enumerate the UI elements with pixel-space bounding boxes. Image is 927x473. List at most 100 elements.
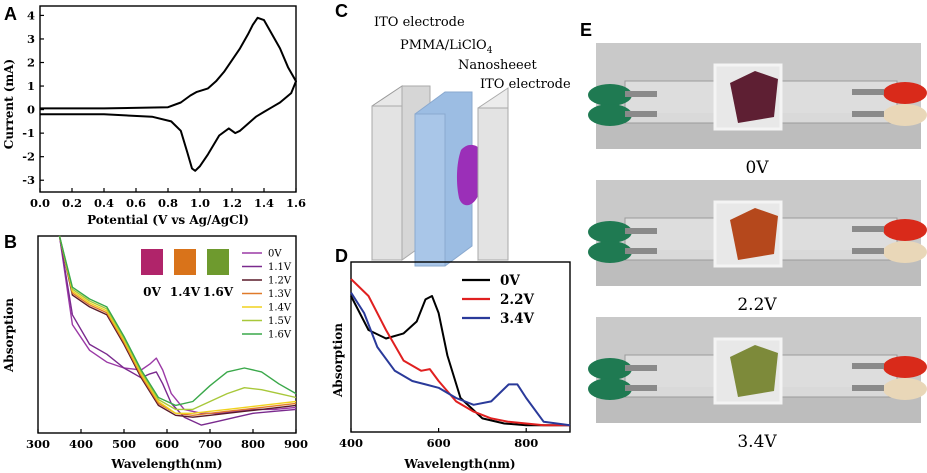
x-tick-label: 600	[155, 437, 179, 451]
series-line-CV	[40, 16, 297, 172]
clip-wire	[852, 363, 884, 369]
electrolyte-front	[414, 113, 446, 267]
photo-voltage-label: 3.4V	[737, 432, 777, 452]
electrochromic-film	[730, 71, 778, 123]
inset-film-label: 0V	[143, 285, 161, 299]
photo-voltage-label: 0V	[745, 158, 769, 178]
clip-green-bottom	[588, 378, 632, 400]
clip-wire	[852, 226, 884, 232]
legend-label: 1.3V	[268, 289, 292, 300]
device-photo	[588, 317, 927, 423]
device-diagram: ITO electrode PMMA/LiClO4 Nanosheeet ITO…	[371, 15, 571, 267]
clip-wire	[852, 385, 884, 391]
clip-cream	[883, 104, 927, 126]
inset-film-swatch	[207, 249, 229, 275]
inset-film-swatch	[174, 249, 196, 275]
x-tick-label: 0.6	[126, 196, 146, 210]
clip-wire	[852, 111, 884, 117]
legend-label: 1.4V	[268, 303, 292, 314]
device-photo	[588, 43, 927, 149]
ito-electrode-right	[477, 107, 509, 261]
electrochromic-film	[730, 345, 778, 397]
diagram-label-pmma: PMMA/LiClO4	[400, 38, 493, 56]
clip-cream	[883, 241, 927, 263]
clip-red	[883, 219, 927, 241]
inset-film-swatch	[141, 249, 163, 275]
clip-red	[883, 82, 927, 104]
panel-letter-a: A	[4, 4, 17, 24]
chart-a-ylabel: Current (mA)	[2, 59, 16, 149]
chart-a-xlabel: Potential (V vs Ag/AgCl)	[87, 213, 249, 227]
clip-green-top	[588, 358, 632, 380]
series-line-1-4V	[58, 235, 297, 414]
clip-wire	[625, 111, 657, 117]
x-tick-label: 0.8	[158, 196, 178, 210]
legend-label: 1.6V	[268, 330, 292, 341]
clip-cream	[883, 378, 927, 400]
inset-film-label: 1.4V	[170, 285, 201, 299]
diagram-label-ito-1: ITO electrode	[374, 15, 465, 30]
ito-electrode-left	[371, 105, 403, 261]
chart-d-ylabel: Absorption	[331, 323, 345, 398]
panel-letter-b: B	[4, 232, 17, 252]
y-tick-label: 1	[27, 79, 35, 93]
x-tick-label: 0.0	[30, 196, 50, 210]
series-line-1-5V	[58, 235, 297, 411]
chart-d-xlabel: Wavelength(nm)	[403, 457, 515, 471]
x-tick-label: 1.4	[254, 196, 274, 210]
x-tick-label: 1.6	[286, 196, 306, 210]
series-line-1-1V	[58, 235, 297, 426]
clip-wire	[625, 248, 657, 254]
legend-label: 1.2V	[268, 276, 292, 287]
clip-wire	[625, 365, 657, 371]
clip-wire	[625, 91, 657, 97]
clip-green-bottom	[588, 104, 632, 126]
series-line-1-2V	[58, 235, 297, 418]
clip-wire	[625, 385, 657, 391]
series-line-3-4V	[350, 292, 571, 427]
legend-label: 0V	[268, 249, 282, 260]
series-line-0V	[58, 235, 297, 414]
y-tick-label: 0	[27, 103, 35, 117]
chart-d: 400 600 800 0V 2.2V 3.4V Wavelength(nm) Abso…	[331, 261, 571, 471]
x-tick-label: 700	[198, 437, 222, 451]
x-tick-label: 0.2	[62, 196, 82, 210]
series-line-1-6V	[58, 235, 297, 407]
inset-film-label: 1.6V	[203, 285, 234, 299]
electrochromic-film	[730, 208, 778, 260]
clip-green-bottom	[588, 241, 632, 263]
x-tick-label: 800	[514, 436, 538, 450]
panel-letter-d: D	[335, 246, 348, 266]
chart-a-frame	[39, 5, 297, 193]
x-tick-label: 1.2	[222, 196, 242, 210]
device-photo	[588, 180, 927, 286]
x-tick-label: 900	[284, 437, 308, 451]
y-tick-label: 2	[27, 56, 35, 70]
device-photos: 0V 2.2V 3.4V	[588, 43, 927, 452]
y-tick-label: -1	[22, 126, 35, 140]
clip-wire	[852, 248, 884, 254]
x-tick-label: 800	[241, 437, 265, 451]
clip-wire	[625, 228, 657, 234]
nanosheet-shape	[456, 144, 485, 206]
panel-letter-c: C	[335, 1, 348, 21]
clip-green-top	[588, 84, 632, 106]
clip-wire	[852, 89, 884, 95]
y-tick-label: -2	[22, 150, 35, 164]
panel-letter-e: E	[580, 20, 592, 40]
chart-d-frame	[350, 261, 571, 433]
series-line-2-2V	[350, 278, 570, 427]
x-tick-label: 400	[339, 436, 363, 450]
clip-red	[883, 356, 927, 378]
photo-voltage-label: 2.2V	[737, 295, 777, 315]
legend-label: 1.5V	[268, 316, 292, 327]
legend-label: 3.4V	[500, 311, 534, 327]
legend-label: 0V	[500, 273, 520, 289]
legend-label: 2.2V	[500, 292, 534, 308]
chart-a: 0.0 0.2 0.4 0.6 0.8 1.0 1.2 1.4 1.6 4 3 2 1 0 -1 -2 -3 P…	[2, 5, 306, 227]
x-tick-label: 1.0	[190, 196, 210, 210]
clip-green-top	[588, 221, 632, 243]
x-tick-label: 500	[112, 437, 136, 451]
chart-b: 300 400 500 600 700 800 900 Wavelength(nm) Abs…	[2, 235, 308, 471]
